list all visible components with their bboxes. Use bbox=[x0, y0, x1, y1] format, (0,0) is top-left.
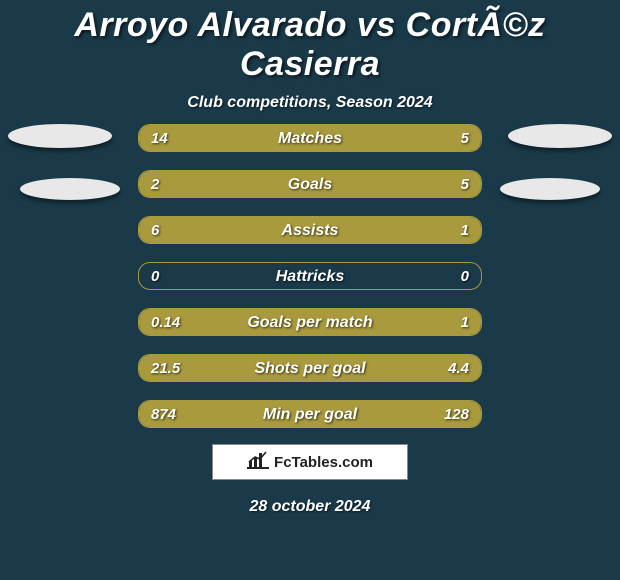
stat-row: 145Matches bbox=[138, 124, 482, 152]
stat-label: Hattricks bbox=[139, 263, 481, 290]
stat-row: 25Goals bbox=[138, 170, 482, 198]
subtitle: Club competitions, Season 2024 bbox=[0, 94, 620, 112]
photo-placeholder-left-top bbox=[8, 124, 112, 148]
stat-row: 874128Min per goal bbox=[138, 400, 482, 428]
photo-placeholder-left-bottom bbox=[20, 178, 120, 200]
logo-text: FcTables.com bbox=[274, 454, 373, 471]
stat-label: Assists bbox=[139, 217, 481, 244]
page-title: Arroyo Alvarado vs CortÃ©z Casierra bbox=[0, 0, 620, 84]
stat-label: Matches bbox=[139, 125, 481, 152]
stat-label: Goals per match bbox=[139, 309, 481, 336]
stat-row: 00Hattricks bbox=[138, 262, 482, 290]
stats-comparison: 145Matches 25Goals 61Assists 00Hattricks 0.1… bbox=[138, 124, 482, 446]
photo-placeholder-right-bottom bbox=[500, 178, 600, 200]
stat-label: Goals bbox=[139, 171, 481, 198]
stat-label: Min per goal bbox=[139, 401, 481, 428]
photo-placeholder-right-top bbox=[508, 124, 612, 148]
date: 28 october 2024 bbox=[0, 498, 620, 516]
stat-row: 61Assists bbox=[138, 216, 482, 244]
stat-row: 21.54.4Shots per goal bbox=[138, 354, 482, 382]
logo-box: FcTables.com bbox=[212, 444, 408, 480]
stat-label: Shots per goal bbox=[139, 355, 481, 382]
chart-icon bbox=[247, 451, 269, 474]
stat-row: 0.141Goals per match bbox=[138, 308, 482, 336]
